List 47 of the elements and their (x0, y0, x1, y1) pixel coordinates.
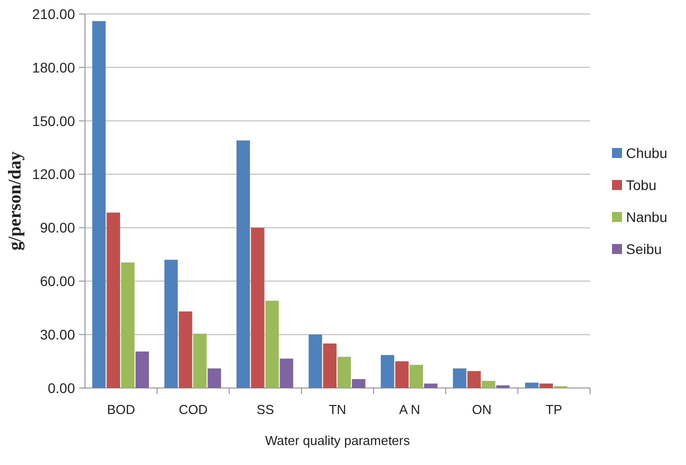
bar (308, 334, 322, 388)
x-tick-label: ON (472, 402, 492, 417)
bar (482, 380, 496, 388)
y-tick-label: 60.00 (40, 273, 76, 290)
bar (178, 311, 192, 388)
bar (395, 361, 409, 388)
bar (467, 371, 481, 388)
y-axis-title: g/person/day (4, 151, 24, 251)
bar (106, 212, 120, 388)
bar (323, 343, 336, 388)
bar (496, 385, 510, 388)
bar (424, 384, 438, 388)
x-tick-label: BOD (106, 402, 136, 417)
legend-label: Seibu (626, 240, 662, 257)
bar (280, 358, 294, 388)
bar (525, 382, 538, 388)
bar (452, 368, 466, 388)
x-tick-label: SS (256, 402, 274, 417)
x-axis-title: Water quality parameters (265, 433, 410, 448)
bar (236, 140, 250, 388)
bar (352, 379, 366, 388)
bar (193, 334, 207, 388)
x-tick-label: A N (399, 402, 420, 417)
y-tick-label: 180.00 (32, 59, 76, 76)
y-tick-label: 120.00 (32, 166, 76, 182)
bar (410, 364, 424, 388)
y-tick-label: 150.00 (32, 112, 76, 129)
legend-label: Nanbu (626, 208, 668, 225)
y-tick-label: 0.00 (48, 380, 76, 396)
bar (121, 262, 134, 388)
legend-label: Tobu (626, 176, 656, 193)
y-tick-label: 90.00 (40, 220, 76, 236)
bar (380, 355, 394, 388)
legend-label: Chubu (626, 144, 668, 161)
bar (250, 228, 264, 388)
bar (338, 356, 351, 388)
y-tick-label: 210.00 (32, 6, 76, 22)
bar (540, 384, 553, 388)
bar (136, 351, 149, 388)
x-tick-label: TP (546, 402, 562, 417)
bar (164, 260, 178, 388)
bar (265, 300, 279, 388)
x-tick-label: COD (178, 402, 208, 417)
y-tick-label: 30.00 (40, 326, 76, 342)
x-tick-label: TN (328, 402, 346, 417)
bar (92, 21, 106, 388)
bar (208, 368, 222, 388)
